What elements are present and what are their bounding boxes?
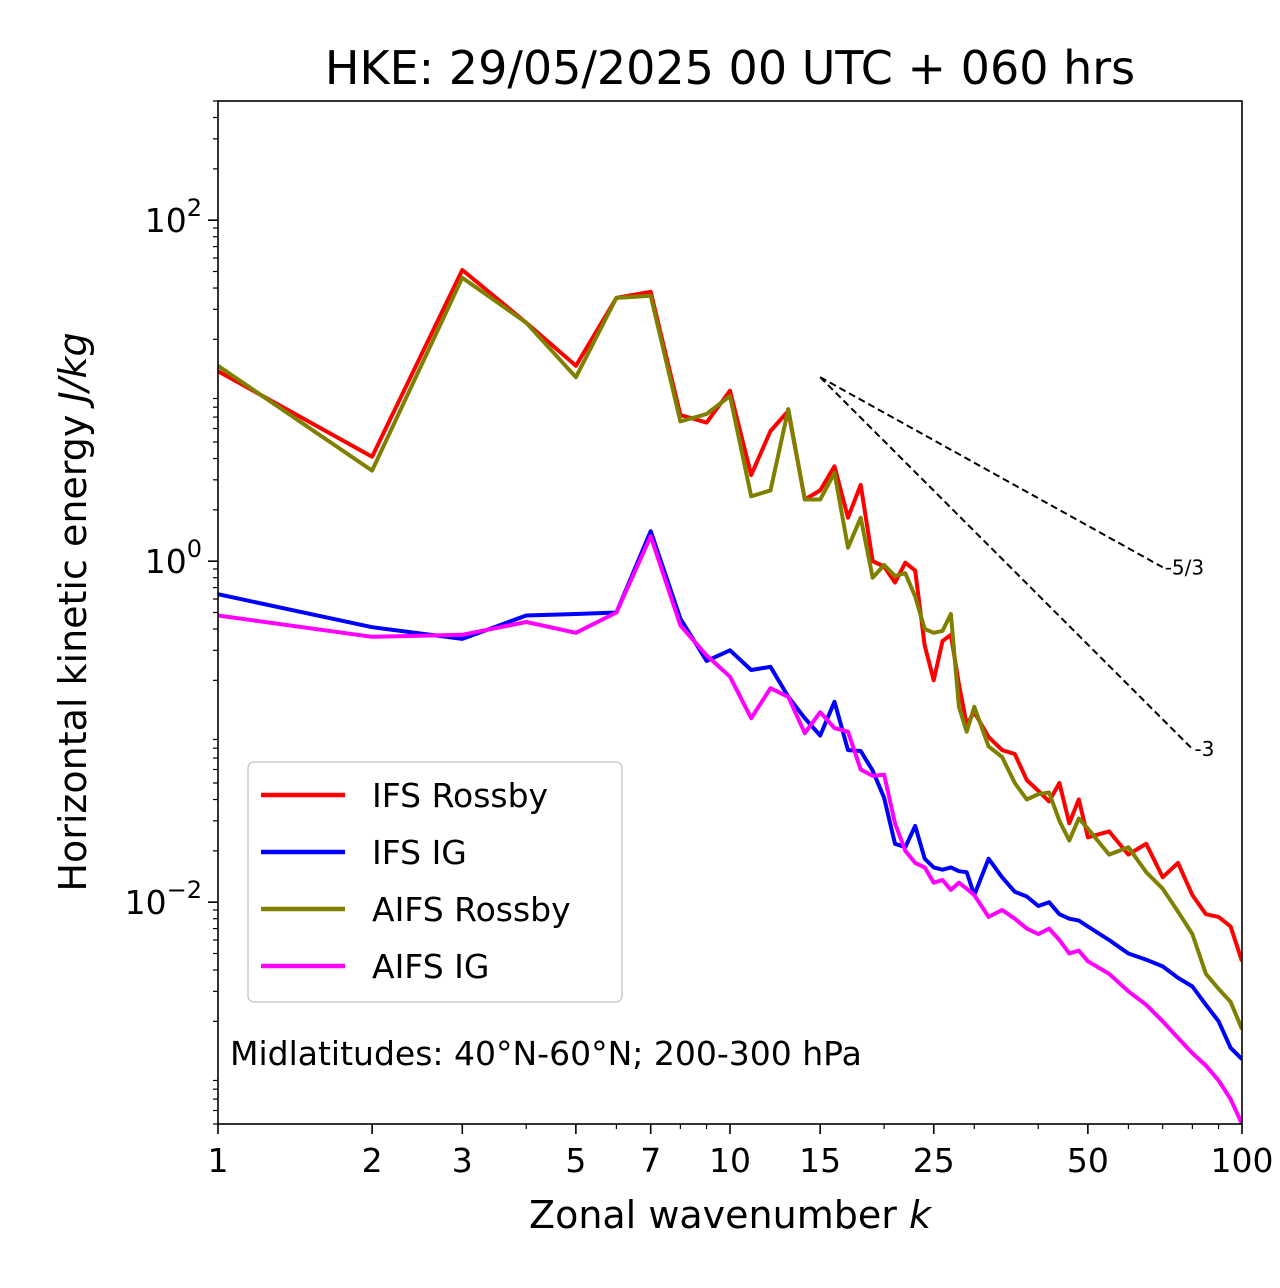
plot-series-group: [218, 268, 1242, 1124]
legend-label: IFS IG: [372, 833, 467, 872]
x-tick-label: 15: [799, 1141, 841, 1180]
legend: IFS Rossby IFS IG AIFS Rossby AIFS IG: [247, 761, 623, 1003]
legend-label: IFS Rossby: [372, 776, 548, 815]
x-tick-label: 5: [565, 1141, 586, 1180]
reference-slope-label: -5/3: [1165, 555, 1204, 579]
region-annotation: Midlatitudes: 40°N-60°N; 200-300 hPa: [230, 1034, 862, 1073]
x-tick-label: 100: [1211, 1141, 1274, 1180]
x-axis-label-var: k: [909, 1193, 933, 1237]
x-axis-label: Zonal wavenumber k: [529, 1193, 933, 1237]
series-line-ifs-rossby: [218, 268, 1242, 962]
x-tick-label: 10: [709, 1141, 751, 1180]
y-tick-label: 102: [145, 194, 202, 240]
x-tick-label: 7: [640, 1141, 661, 1180]
reference-slope-label: -3: [1194, 737, 1214, 761]
y-tick-label: 100: [145, 535, 202, 581]
x-axis-ticks: 1 2 3 5 7 10 15 25 50 100: [208, 1124, 1274, 1180]
x-tick-label: 50: [1067, 1141, 1109, 1180]
y-tick-label: 10−2: [125, 876, 202, 922]
x-tick-label: 25: [913, 1141, 955, 1180]
x-tick-label: 2: [362, 1141, 383, 1180]
legend-label: AIFS IG: [372, 947, 489, 986]
chart-title: HKE: 29/05/2025 00 UTC + 060 hrs: [325, 41, 1135, 95]
series-line-aifs-ig: [218, 534, 1242, 1124]
series-line-aifs-rossby: [218, 275, 1242, 1030]
reference-slope-line: [819, 376, 1164, 569]
y-axis-label: Horizontal kinetic energy J/kg: [51, 332, 95, 891]
x-axis-label-text: Zonal wavenumber: [529, 1193, 897, 1237]
y-axis-ticks: 102 100 10−2: [125, 100, 218, 1125]
legend-label: AIFS Rossby: [372, 890, 571, 929]
reference-slope-group: -5/3 -3: [819, 376, 1214, 761]
y-axis-label-unit: J/kg: [51, 332, 95, 409]
x-tick-label: 3: [452, 1141, 473, 1180]
legend-box: [247, 761, 623, 1003]
x-tick-label: 1: [208, 1141, 229, 1180]
y-axis-label-text: Horizontal kinetic energy: [51, 415, 95, 892]
